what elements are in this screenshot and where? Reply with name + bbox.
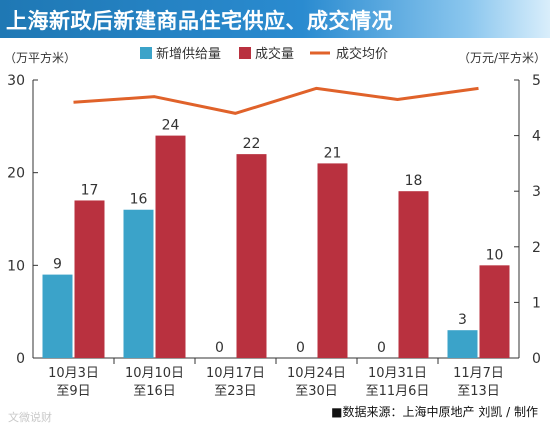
x-tick-label: 10月17日 xyxy=(206,366,265,381)
y-left-tick-label: 0 xyxy=(16,351,25,367)
bar-value-label: 16 xyxy=(130,192,148,208)
bar-value-label: 9 xyxy=(53,257,62,273)
x-tick-label: 10月3日 xyxy=(48,366,99,381)
x-tick-label: 至11月6日 xyxy=(366,384,430,399)
bar-value-label: 17 xyxy=(81,182,99,198)
legend-label: 新增供给量 xyxy=(156,46,221,62)
bar-value-label: 0 xyxy=(215,340,224,356)
bar-value-label: 24 xyxy=(162,118,180,134)
legend-label: 成交量 xyxy=(255,46,294,62)
avg-price-line xyxy=(73,86,479,115)
bar-value-label: 10 xyxy=(486,247,504,263)
bar-supply xyxy=(42,274,73,358)
bar-value-label: 0 xyxy=(377,340,386,356)
x-tick-label: 至16日 xyxy=(133,384,176,399)
bar-deal xyxy=(155,135,186,358)
chart-title: 上海新政后新建商品住宅供应、成交情况 xyxy=(6,9,393,33)
y-right-axis-label: （万元/平方米） xyxy=(458,50,546,65)
y-left-axis-label: （万平方米） xyxy=(4,50,76,65)
bar-deal xyxy=(479,265,510,358)
x-tick-label: 10月24日 xyxy=(287,366,346,381)
bar-value-label: 3 xyxy=(458,312,467,328)
bar-deal xyxy=(317,163,348,358)
watermark: 文微说财 xyxy=(8,411,52,424)
bar-value-label: 18 xyxy=(405,173,423,189)
bar-deal xyxy=(398,191,429,358)
x-tick-label: 11月7日 xyxy=(453,366,504,381)
y-left-tick-label: 30 xyxy=(7,73,25,89)
legend-swatch-成交量 xyxy=(239,47,251,59)
y-right-tick-label: 5 xyxy=(532,73,541,89)
y-right-tick-label: 3 xyxy=(532,184,541,200)
bar-value-label: 0 xyxy=(296,340,305,356)
bar-supply xyxy=(447,330,478,358)
bar-value-label: 21 xyxy=(324,145,342,161)
y-left-tick-label: 20 xyxy=(7,166,25,182)
x-tick-label: 至13日 xyxy=(457,384,500,399)
title-bar: 上海新政后新建商品住宅供应、成交情况 xyxy=(0,0,550,38)
source-note: ■数据来源：上海中原地产 刘凯 / 制作 xyxy=(331,405,538,419)
y-left-tick-label: 10 xyxy=(7,258,25,274)
legend-swatch-新增供给量 xyxy=(140,47,152,59)
bar-deal xyxy=(236,154,267,358)
y-right-tick-label: 4 xyxy=(532,129,541,145)
bar-deal xyxy=(74,200,105,358)
x-tick-label: 至30日 xyxy=(295,384,338,399)
y-right-tick-label: 2 xyxy=(532,240,541,256)
legend-label: 成交均价 xyxy=(336,46,388,62)
bar-value-label: 22 xyxy=(243,136,261,152)
x-tick-label: 至9日 xyxy=(56,384,90,399)
x-tick-label: 至23日 xyxy=(214,384,257,399)
x-tick-label: 10月10日 xyxy=(125,366,184,381)
x-tick-label: 10月31日 xyxy=(368,366,427,381)
y-right-tick-label: 1 xyxy=(532,295,541,311)
bar-supply xyxy=(123,209,154,358)
y-right-tick-label: 0 xyxy=(532,351,541,367)
